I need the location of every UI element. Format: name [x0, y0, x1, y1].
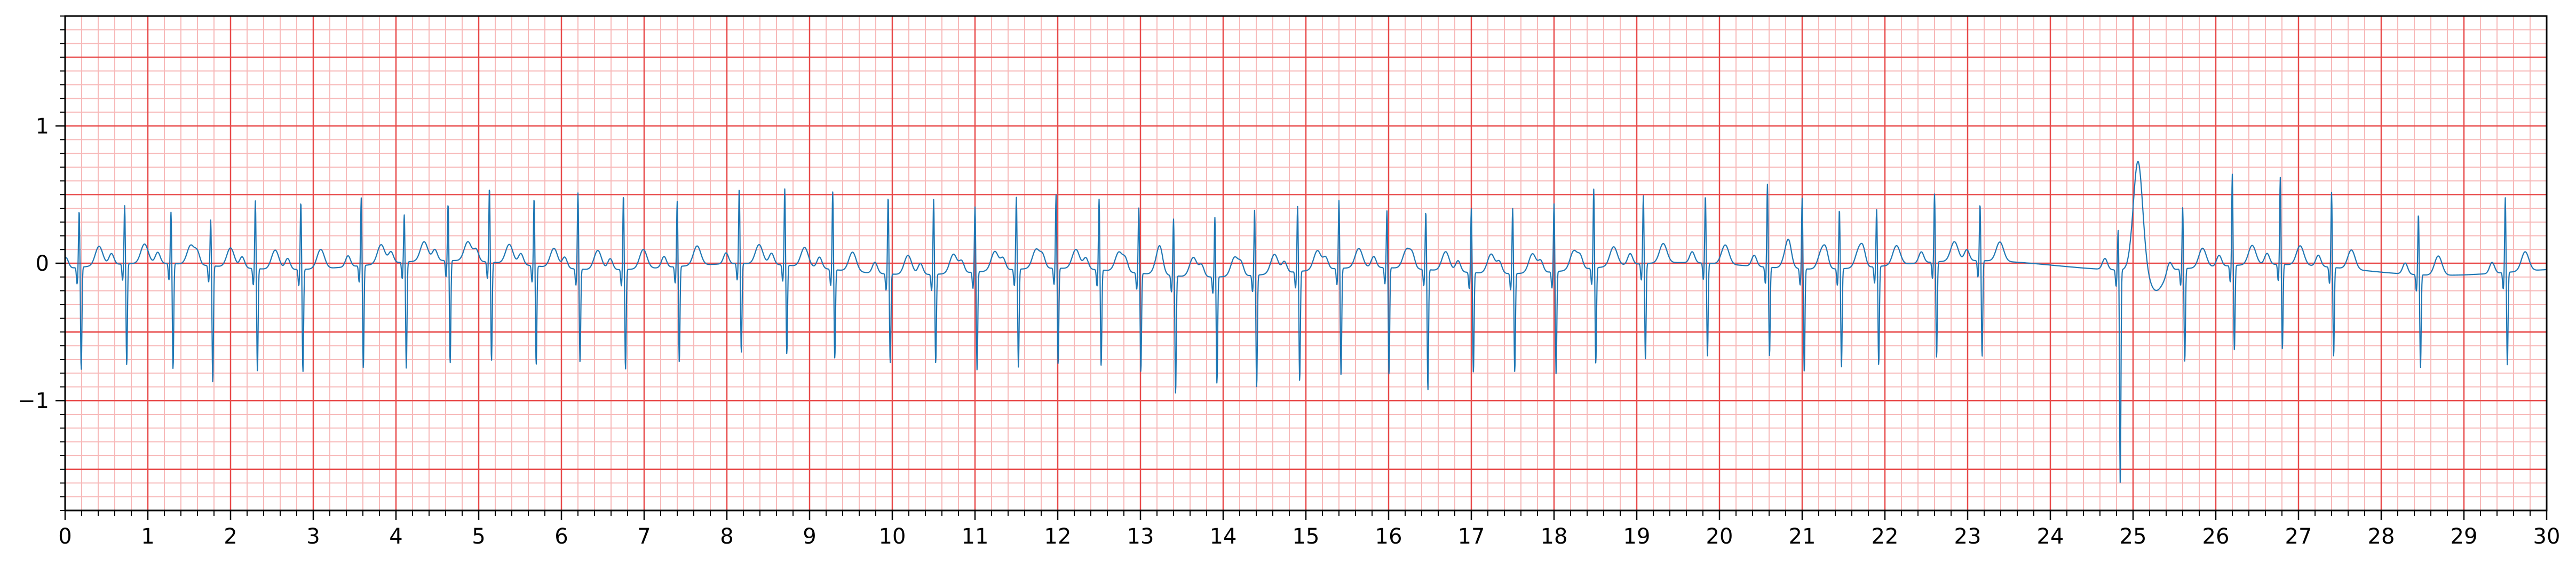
ecg-trace-line [65, 161, 2547, 483]
x-tick-label: 25 [2120, 524, 2147, 549]
x-tick-label: 29 [2451, 524, 2478, 549]
x-tick-label: 27 [2285, 524, 2312, 549]
x-tick-label: 23 [1954, 524, 1981, 549]
x-tick-label: 26 [2202, 524, 2230, 549]
x-tick-label: 0 [58, 524, 72, 549]
x-tick-label: 1 [141, 524, 154, 549]
x-tick-label: 13 [1127, 524, 1154, 549]
x-tick-label: 10 [879, 524, 906, 549]
x-tick-label: 7 [637, 524, 651, 549]
x-tick-label: 12 [1044, 524, 1072, 549]
x-tick-label: 28 [2368, 524, 2395, 549]
ecg-trace-group [65, 161, 2547, 483]
y-tick-label: 1 [36, 114, 49, 139]
x-tick-label: 20 [1706, 524, 1733, 549]
x-tick-label: 14 [1210, 524, 1237, 549]
x-tick-label: 16 [1375, 524, 1402, 549]
x-tick-label: 3 [306, 524, 320, 549]
y-tick-label: 0 [36, 251, 49, 276]
x-tick-label: 22 [1872, 524, 1899, 549]
x-tick-label: 24 [2037, 524, 2064, 549]
major-grid [64, 16, 2548, 510]
x-tick-label: 15 [1293, 524, 1320, 549]
x-tick-label: 18 [1541, 524, 1568, 549]
x-tick-label: 8 [720, 524, 733, 549]
x-tick-label: 6 [554, 524, 568, 549]
x-tick-label: 30 [2533, 524, 2561, 549]
x-tick-label: 17 [1458, 524, 1485, 549]
x-axis: 0 1 2 3 4 5 6 7 8 9 10 11 12 13 14 15 16 17 18 19 20 21 22 23 24… [58, 510, 2560, 549]
x-tick-label: 5 [472, 524, 485, 549]
x-tick-label: 9 [803, 524, 816, 549]
y-tick-label: −1 [18, 389, 49, 413]
x-tick-label: 21 [1789, 524, 1816, 549]
y-axis: 1 0 −1 [18, 15, 65, 511]
x-tick-label: 19 [1623, 524, 1651, 549]
x-tick-label: 4 [389, 524, 402, 549]
x-tick-label: 2 [224, 524, 237, 549]
x-tick-label: 11 [962, 524, 989, 549]
